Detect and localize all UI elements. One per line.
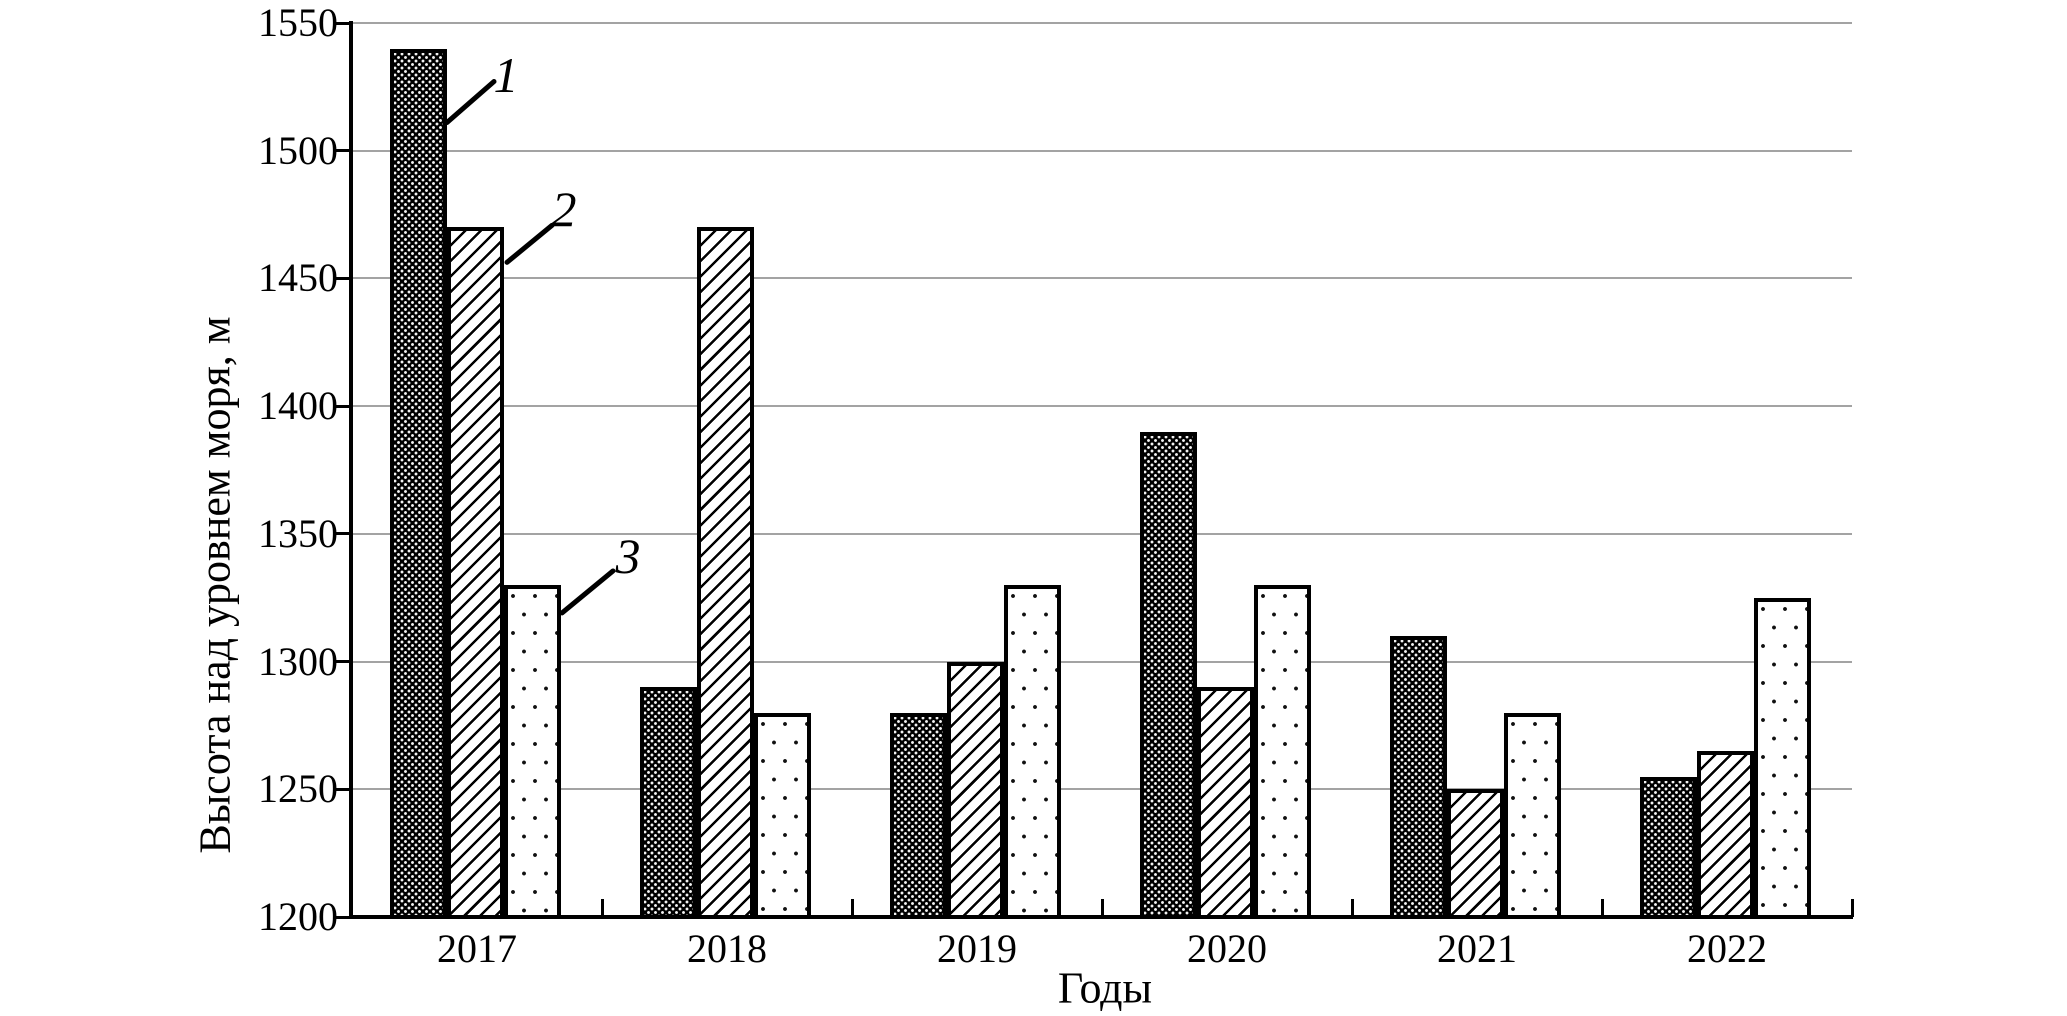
y-tick-label-1200: 1200 — [258, 894, 338, 939]
y-tick-1300 — [333, 660, 349, 664]
x-tick-5 — [1600, 899, 1604, 917]
x-tick-3 — [1100, 899, 1104, 917]
bar-2021-s2 — [1447, 789, 1504, 919]
y-tick-1500 — [333, 149, 349, 153]
x-tick-label-2018: 2018 — [687, 926, 767, 971]
series-callout-label-3: 3 — [615, 527, 641, 584]
bar-2017-s2 — [447, 227, 504, 919]
bar-2017-s1 — [390, 48, 447, 919]
series-callout-label-2: 2 — [551, 181, 577, 238]
bar-2020-s2 — [1197, 687, 1254, 919]
series-callout-label-1: 1 — [493, 46, 519, 103]
bar-2022-s1 — [1640, 776, 1697, 919]
y-tick-label-1350: 1350 — [258, 510, 338, 556]
x-tick-1 — [600, 899, 604, 917]
x-tick-label-2020: 2020 — [1187, 926, 1267, 971]
gridline-1300 — [352, 660, 1852, 663]
y-axis-title: Высота над уровнем моря, м — [190, 316, 240, 854]
x-tick-label-2022: 2022 — [1687, 926, 1767, 971]
bar-2018-s3 — [754, 712, 811, 919]
gridline-1350 — [352, 532, 1852, 535]
bar-2018-s2 — [697, 227, 754, 919]
y-tick-label-1300: 1300 — [258, 638, 338, 684]
bar-2019-s3 — [1004, 584, 1061, 919]
y-tick-label-1550: 1550 — [258, 0, 338, 45]
y-tick-1200 — [333, 915, 349, 919]
bar-2020-s1 — [1140, 431, 1197, 919]
bar-2019-s2 — [947, 661, 1004, 919]
y-tick-1350 — [333, 532, 349, 536]
bar-2022-s2 — [1697, 750, 1754, 919]
y-tick-1400 — [333, 404, 349, 408]
x-axis-title: Годы — [1057, 963, 1153, 1013]
x-axis-baseline — [349, 915, 1853, 919]
y-tick-1250 — [333, 787, 349, 791]
bar-2022-s3 — [1754, 597, 1811, 919]
x-tick-label-2021: 2021 — [1437, 926, 1517, 971]
y-tick-1450 — [333, 276, 349, 280]
x-tick-label-2019: 2019 — [937, 926, 1017, 971]
x-tick-6 — [1850, 899, 1854, 917]
gridline-1250 — [352, 788, 1852, 791]
x-tick-label-2017: 2017 — [437, 926, 517, 971]
gridline-1400 — [352, 405, 1852, 408]
y-axis-spine — [349, 21, 353, 919]
bar-2019-s1 — [890, 712, 947, 919]
x-tick-2 — [850, 899, 854, 917]
y-tick-1550 — [333, 21, 349, 25]
bar-2021-s3 — [1504, 712, 1561, 919]
bar-2018-s1 — [640, 687, 697, 919]
x-tick-4 — [1350, 899, 1354, 917]
y-tick-label-1500: 1500 — [258, 127, 338, 173]
gridline-1550 — [352, 22, 1852, 24]
gridline-1450 — [352, 277, 1852, 280]
bar-2020-s3 — [1254, 584, 1311, 919]
bar-2017-s3 — [504, 584, 561, 919]
y-tick-label-1400: 1400 — [258, 383, 338, 429]
bar-2021-s1 — [1390, 636, 1447, 919]
y-tick-label-1450: 1450 — [258, 255, 338, 301]
gridline-1500 — [352, 149, 1852, 152]
y-tick-label-1250: 1250 — [258, 766, 338, 812]
